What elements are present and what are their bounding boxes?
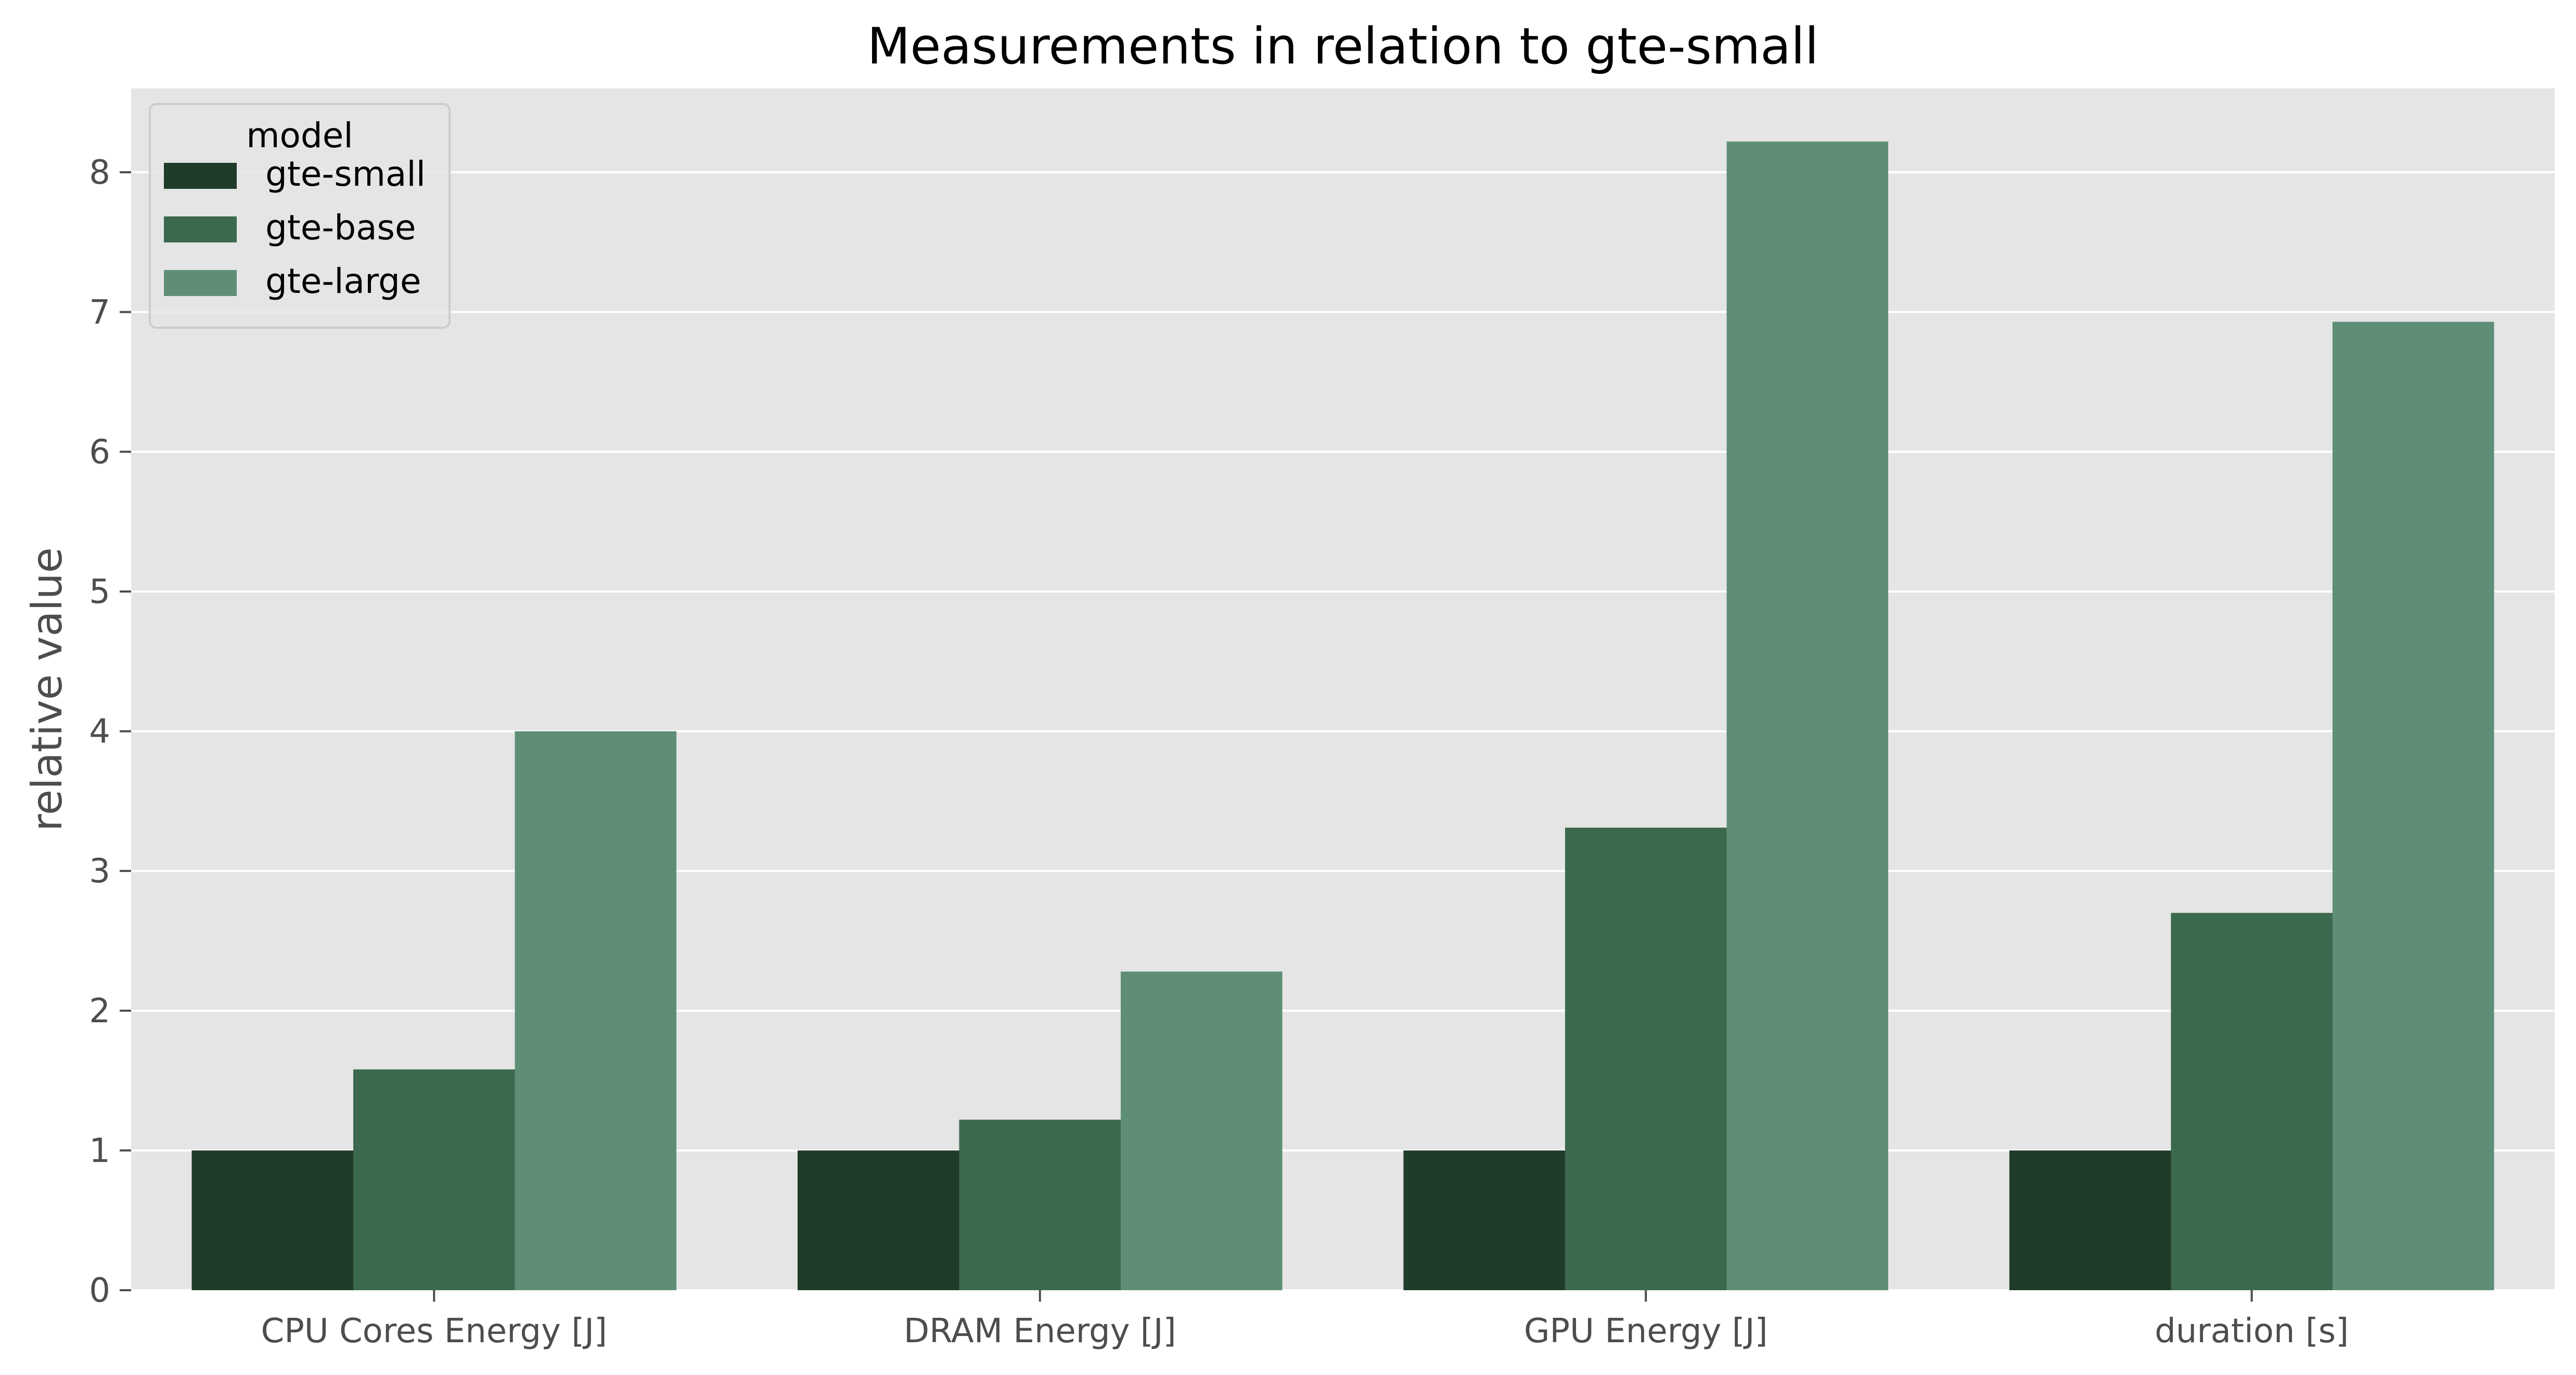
y-axis-label: relative value [23,547,71,831]
y-tick-label: 8 [89,153,110,192]
x-tick-label: DRAM Energy [J] [904,1312,1176,1351]
bar-gte-small-3 [2009,1150,2171,1290]
bar-gte-large-3 [2333,322,2494,1290]
legend: model gte-small gte-base gte-large [149,103,451,329]
y-tick-label: 4 [89,713,110,751]
x-tick-label: duration [s] [2155,1312,2349,1351]
y-tick-label: 1 [89,1132,110,1170]
bar-gte-base-1 [959,1120,1121,1290]
y-tick-label: 3 [89,852,110,891]
bar-gte-large-2 [1726,142,1889,1290]
bar-gte-base-2 [1565,827,1727,1290]
y-tick-label: 5 [89,573,110,611]
x-tick-label: CPU Cores Energy [J] [261,1312,608,1351]
legend-label-gte-base: gte-base [265,208,416,248]
y-tick-label: 2 [89,992,110,1031]
legend-swatch-gte-small [164,163,237,189]
y-axis-ticks: 0 1 2 3 4 5 6 7 8 [89,153,131,1310]
y-tick-label: 6 [89,433,110,471]
x-axis-ticks: CPU Cores Energy [J] DRAM Energy [J] GPU E… [261,1290,2349,1351]
chart-title: Measurements in relation to gte-small [867,17,1819,75]
bar-gte-large-0 [515,731,677,1290]
bar-gte-small-1 [797,1150,959,1290]
bar-gte-small-2 [1403,1150,1565,1290]
legend-label-gte-small: gte-small [265,154,426,194]
legend-swatch-gte-base [164,216,237,242]
legend-swatch-gte-large [164,270,237,296]
bar-gte-base-0 [353,1069,515,1290]
bar-gte-small-0 [191,1150,353,1290]
bars [191,142,2494,1290]
y-tick-label: 7 [89,293,110,332]
bar-gte-large-1 [1121,971,1283,1290]
y-tick-label: 0 [89,1271,110,1310]
legend-title: model [246,115,353,156]
x-tick-label: GPU Energy [J] [1524,1312,1768,1351]
legend-label-gte-large: gte-large [265,261,421,301]
bar-gte-base-3 [2171,913,2333,1290]
